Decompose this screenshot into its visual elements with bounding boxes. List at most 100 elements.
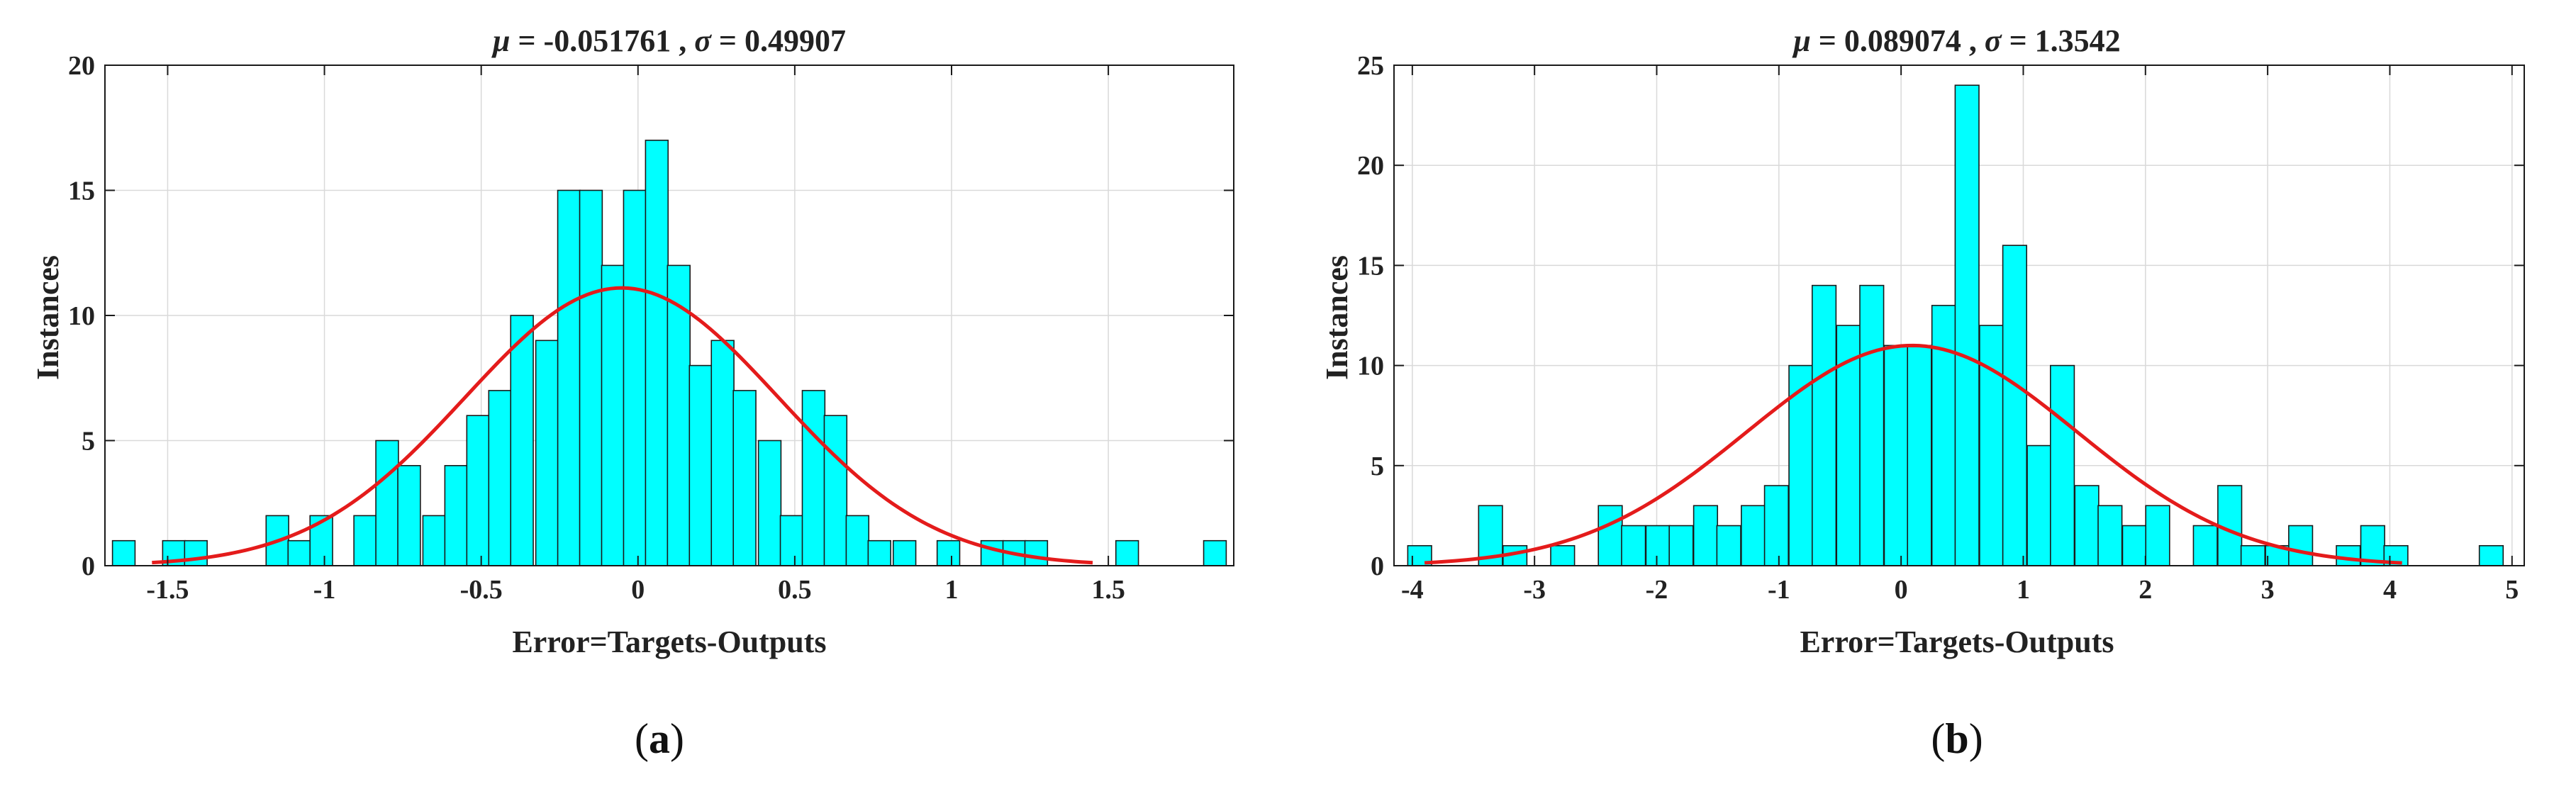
title-sigma-value: = 1.3542 xyxy=(2002,23,2121,58)
y-tick-label: 15 xyxy=(1357,251,1384,281)
histogram-bar xyxy=(1550,544,1576,566)
y-axis-label-b: Instances xyxy=(1320,255,1354,380)
histogram-bar xyxy=(287,539,311,566)
histogram-bar xyxy=(980,539,1005,566)
histogram-bar xyxy=(623,189,647,566)
histogram-bar xyxy=(2336,544,2361,566)
y-tick-label: 20 xyxy=(1357,151,1384,181)
panel-tag-letter-b: b xyxy=(1945,715,1968,762)
y-tick-labels-b: 0 5 10 15 20 25 xyxy=(1357,51,2524,581)
title-mu-value: = -0.051761 , xyxy=(510,23,694,58)
histogram-bar xyxy=(892,539,917,566)
histogram-bar xyxy=(1598,505,1623,566)
histogram-bar xyxy=(2121,525,2147,566)
histogram-bar xyxy=(1024,539,1049,566)
histogram-panel-a: μ = -0.051761 , σ = 0.49907 -1.5 -1 -0.5 0 0… xyxy=(30,23,1234,762)
title-mu-value: = 0.089074 , xyxy=(1811,23,1985,58)
normal-fit-curve-b xyxy=(1424,343,2402,565)
histogram-bar xyxy=(1668,525,1694,566)
histogram-bar xyxy=(1763,485,1789,566)
x-tick-label: 4 xyxy=(2383,575,2397,605)
histogram-bar xyxy=(1979,325,2005,566)
x-axis-label-a: Error=Targets-Outputs xyxy=(512,625,826,659)
histogram-bar xyxy=(2026,444,2052,566)
histogram-bar xyxy=(779,515,804,566)
histogram-bar xyxy=(936,539,961,566)
panel-tag-b: (b) xyxy=(1931,715,1983,762)
x-tick-label: 3 xyxy=(2261,575,2275,605)
histogram-bar xyxy=(397,464,421,566)
histogram-bar xyxy=(375,440,399,566)
x-tick-label: -0.5 xyxy=(460,575,503,605)
x-tick-label: 1 xyxy=(2017,575,2030,605)
panel-tag-letter-a: a xyxy=(649,715,670,762)
x-tick-label: 1.5 xyxy=(1091,575,1125,605)
title-mu-symbol: μ xyxy=(491,23,510,58)
histogram-bar xyxy=(601,264,625,566)
y-tick-label: 10 xyxy=(68,301,95,331)
histogram-bar xyxy=(2002,245,2028,566)
histogram-bar xyxy=(2097,505,2123,566)
histogram-bar xyxy=(2288,525,2314,566)
histogram-bar xyxy=(710,340,735,566)
histogram-bar xyxy=(2145,505,2170,566)
x-tick-label: 0.5 xyxy=(778,575,812,605)
histogram-bar xyxy=(757,440,782,566)
histogram-bar xyxy=(732,390,757,566)
histogram-bar xyxy=(867,539,892,566)
histogram-bar xyxy=(2074,485,2100,566)
x-tick-label: -1.5 xyxy=(146,575,189,605)
title-mu-symbol: μ xyxy=(1792,23,1810,58)
histogram-bar xyxy=(2050,364,2075,566)
y-tick-label: 0 xyxy=(82,552,95,581)
histogram-bar xyxy=(1741,505,1766,566)
histogram-bar xyxy=(1859,284,1885,566)
histogram-bar xyxy=(510,315,534,566)
histogram-bar xyxy=(1621,525,1646,566)
histogram-bar xyxy=(579,189,603,566)
histogram-bar xyxy=(1693,505,1719,566)
x-tick-label: -4 xyxy=(1401,575,1424,605)
x-tick-label: -1 xyxy=(313,575,336,605)
y-tick-label: 20 xyxy=(68,51,95,81)
histogram-bar xyxy=(2192,525,2218,566)
x-tick-labels-a: -1.5 -1 -0.5 0 0.5 1 1.5 xyxy=(146,65,1125,605)
histogram-bar xyxy=(353,515,377,566)
histogram-bar xyxy=(557,189,581,566)
histogram-bar xyxy=(1907,345,1932,566)
histogram-bar xyxy=(1716,525,1741,566)
y-axis-label-a: Instances xyxy=(30,255,65,380)
x-tick-label: 1 xyxy=(945,575,959,605)
histogram-bar xyxy=(1645,525,1671,566)
histogram-bar xyxy=(1811,284,1837,566)
title-sigma-symbol: σ xyxy=(1985,23,2002,58)
plot-frame-b xyxy=(1393,65,2525,566)
histogram-bar xyxy=(845,515,870,566)
panel-tag-a: (a) xyxy=(635,715,684,762)
x-axis-label-b: Error=Targets-Outputs xyxy=(1800,625,2114,659)
histogram-bar xyxy=(2478,544,2504,566)
title-sigma-symbol: σ xyxy=(694,23,712,58)
histogram-bar xyxy=(1115,539,1139,566)
histogram-bar xyxy=(688,364,713,566)
x-tick-label: -3 xyxy=(1523,575,1546,605)
histogram-bars-a xyxy=(111,140,1227,566)
histogram-bar xyxy=(1883,345,1909,566)
histogram-bar xyxy=(488,390,512,566)
histogram-bar xyxy=(823,415,848,566)
chart-title-b: μ = 0.089074 , σ = 1.3542 xyxy=(1792,23,2120,58)
histogram-bar xyxy=(2240,544,2266,566)
histogram-bar xyxy=(1954,84,1980,566)
x-tick-label: 2 xyxy=(2139,575,2152,605)
histogram-bar xyxy=(667,264,691,566)
chart-title-a: μ = -0.051761 , σ = 0.49907 xyxy=(491,23,846,58)
histogram-panel-b: μ = 0.089074 , σ = 1.3542 -4 -3 -2 -1 0 1 2 3 4 5… xyxy=(1320,23,2525,762)
histogram-bars-b xyxy=(1407,84,2504,566)
x-tick-label: 0 xyxy=(631,575,645,605)
histogram-bar xyxy=(444,464,469,566)
y-tick-labels-a: 0 5 10 15 20 xyxy=(68,51,1234,581)
histogram-bar xyxy=(801,390,826,566)
y-tick-label: 25 xyxy=(1357,51,1384,81)
y-tick-label: 5 xyxy=(82,427,95,457)
